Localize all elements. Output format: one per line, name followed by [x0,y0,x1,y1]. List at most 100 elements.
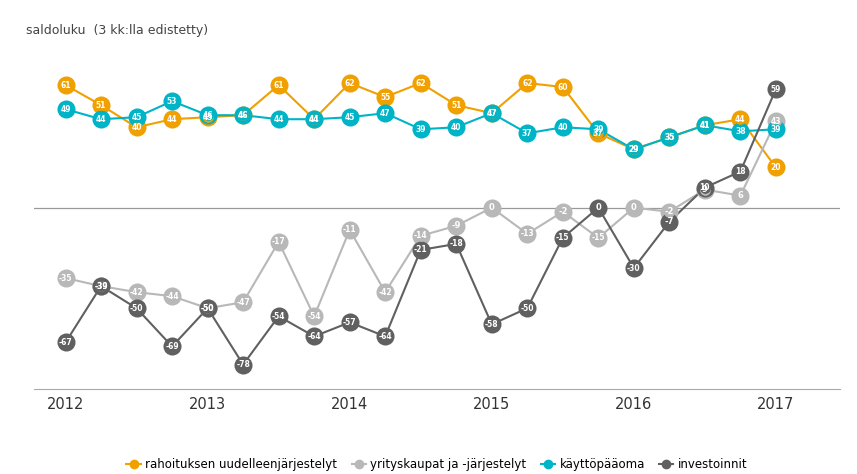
Point [520,129,534,137]
Text: -54: -54 [272,312,285,321]
Text: -39: -39 [94,282,108,291]
Text: 40: 40 [558,123,568,132]
Text: 46: 46 [238,111,249,120]
Point [591,204,605,211]
Text: 41: 41 [699,121,710,130]
Text: -50: -50 [129,304,143,313]
Point [165,292,179,300]
Point [378,109,392,117]
Point [520,79,534,87]
Text: -17: -17 [272,237,285,246]
Point [662,134,676,141]
Text: -42: -42 [379,288,392,297]
Text: 35: 35 [664,133,674,142]
Point [201,304,214,312]
Point [485,109,499,117]
Text: 20: 20 [770,163,782,172]
Text: -50: -50 [520,304,534,313]
Point [378,288,392,296]
Text: -39: -39 [94,282,108,291]
Point [734,116,747,123]
Point [485,109,499,117]
Text: 62: 62 [522,79,532,88]
Point [129,304,143,312]
Point [94,283,108,290]
Text: -57: -57 [343,318,357,327]
Text: -14: -14 [414,231,428,240]
Point [414,79,428,87]
Point [201,113,214,121]
Point [627,264,641,272]
Point [237,361,250,368]
Text: 62: 62 [416,79,426,88]
Point [662,208,676,216]
Point [698,184,712,191]
Point [414,126,428,133]
Point [591,126,605,133]
Point [129,123,143,131]
Point [769,164,782,171]
Text: 44: 44 [309,115,320,124]
Point [58,338,72,346]
Point [58,274,72,282]
Text: 44: 44 [273,115,284,124]
Text: -47: -47 [237,298,250,307]
Text: 39: 39 [416,125,426,134]
Point [556,83,570,91]
Text: 44: 44 [735,115,746,124]
Point [769,85,782,93]
Point [129,288,143,296]
Legend: rahoituksen uudelleenjärjestelyt, yrityskaupat ja -järjestelyt, käyttöpääoma, in: rahoituksen uudelleenjärjestelyt, yritys… [122,453,752,474]
Point [485,204,499,211]
Text: -42: -42 [129,288,143,297]
Text: 18: 18 [735,167,746,176]
Text: 39: 39 [770,125,782,134]
Text: -30: -30 [627,264,641,273]
Text: -15: -15 [556,233,570,242]
Text: -69: -69 [165,342,179,351]
Text: -35: -35 [59,273,72,283]
Point [520,230,534,237]
Point [129,113,143,121]
Text: 43: 43 [770,117,782,126]
Point [272,312,285,320]
Point [272,238,285,246]
Text: 53: 53 [167,97,177,106]
Point [237,111,250,119]
Point [58,81,72,89]
Point [343,113,357,121]
Text: 45: 45 [345,113,355,122]
Text: 47: 47 [380,109,391,118]
Point [627,146,641,153]
Point [627,146,641,153]
Point [237,111,250,119]
Text: 60: 60 [558,82,568,91]
Point [201,304,214,312]
Point [308,312,321,320]
Text: -7: -7 [665,217,674,226]
Point [734,192,747,200]
Point [698,186,712,193]
Text: -44: -44 [165,292,179,301]
Point [698,121,712,129]
Point [769,126,782,133]
Text: 37: 37 [593,129,603,138]
Point [343,79,357,87]
Text: -2: -2 [665,207,674,216]
Text: 46: 46 [202,111,213,120]
Point [662,134,676,141]
Point [94,101,108,109]
Point [449,240,463,248]
Point [734,128,747,135]
Text: saldoluku  (3 kk:lla edistetty): saldoluku (3 kk:lla edistetty) [27,24,208,37]
Text: -64: -64 [379,332,392,341]
Point [165,343,179,350]
Text: 39: 39 [593,125,603,134]
Point [165,116,179,123]
Point [556,208,570,216]
Text: 9: 9 [702,185,708,194]
Point [378,333,392,340]
Text: 45: 45 [131,113,141,122]
Text: 47: 47 [487,109,497,118]
Text: 55: 55 [381,92,390,101]
